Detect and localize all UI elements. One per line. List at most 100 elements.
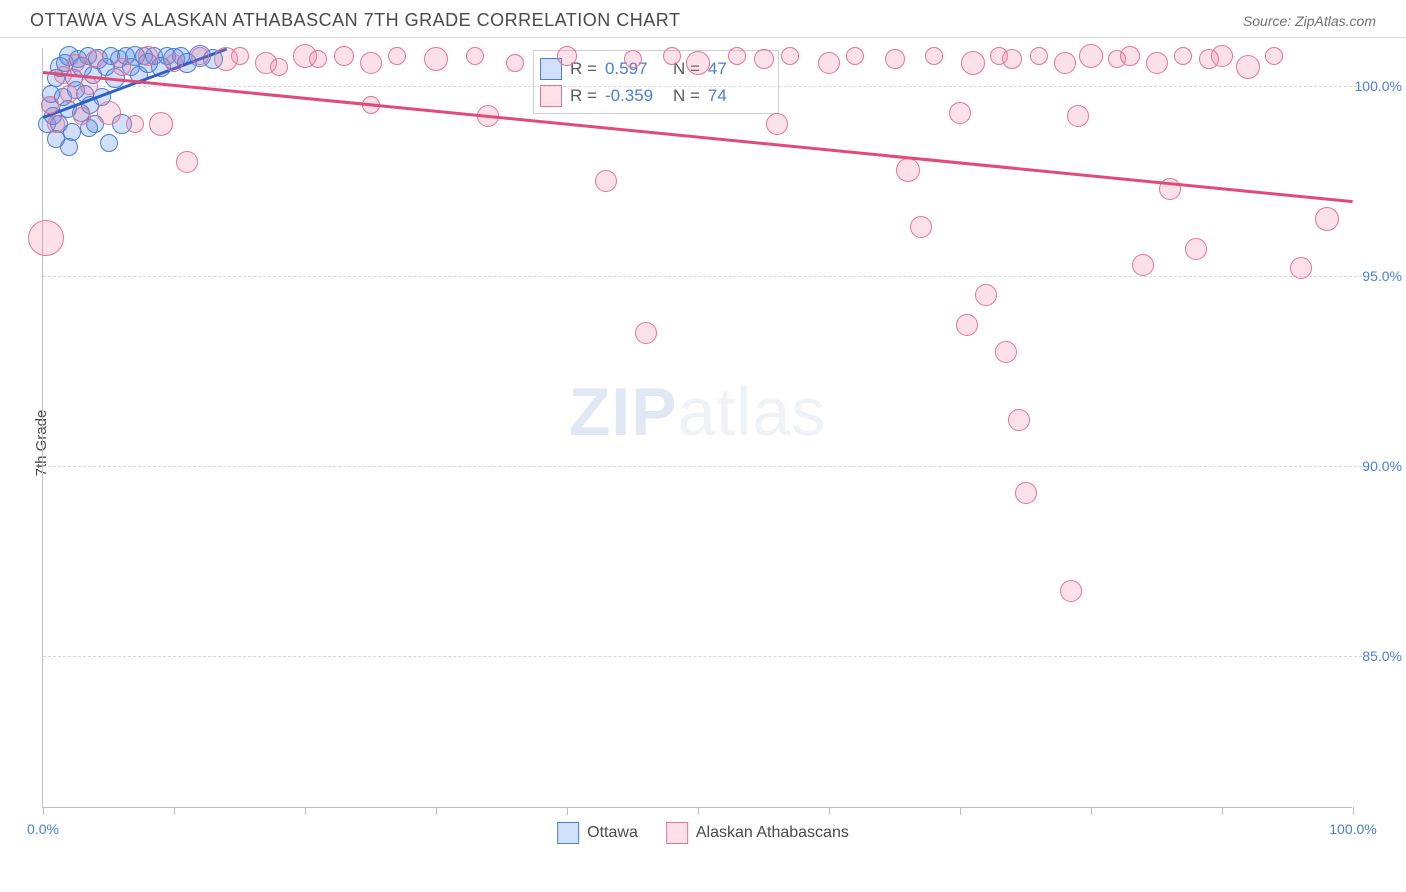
y-tick-label: 90.0% [1362,458,1402,474]
data-point [1015,482,1037,504]
data-point [47,115,65,133]
data-point [1146,52,1168,74]
data-point [388,47,406,65]
data-point [896,158,920,182]
legend-label-ottawa: Ottawa [587,824,638,842]
source-label: Source: ZipAtlas.com [1243,13,1376,29]
data-point [728,47,746,65]
data-point [1265,47,1283,65]
y-tick-label: 100.0% [1355,78,1402,94]
data-point [885,49,905,69]
data-point [910,216,932,238]
y-tick-label: 95.0% [1362,268,1402,284]
plot-region: ZIPatlas R = 0.597 N = 47 R = -0.359 N =… [42,48,1352,808]
data-point [149,112,173,136]
chart-area: 7th Grade ZIPatlas R = 0.597 N = 47 R = … [0,38,1406,848]
data-point [595,170,617,192]
x-tick [960,807,961,815]
chart-header: OTTAWA VS ALASKAN ATHABASCAN 7TH GRADE C… [0,0,1406,38]
gridline [43,86,1362,87]
data-point [1236,55,1260,79]
watermark: ZIPatlas [569,373,826,451]
gridline [43,466,1362,467]
data-point [1185,238,1207,260]
data-point [663,47,681,65]
x-tick [436,807,437,815]
x-tick [1091,807,1092,815]
data-point [360,52,382,74]
data-point [97,101,121,125]
data-point [466,47,484,65]
chart-title: OTTAWA VS ALASKAN ATHABASCAN 7TH GRADE C… [30,10,680,31]
data-point [766,113,788,135]
x-tick [174,807,175,815]
data-point [1030,47,1048,65]
data-point [686,51,710,75]
data-point [60,85,78,103]
legend-item-athabascan: Alaskan Athabascans [666,822,849,844]
data-point [557,46,577,66]
data-point [925,47,943,65]
data-point [138,46,158,66]
data-point [1174,47,1192,65]
data-point [961,51,985,75]
data-point [67,54,85,72]
x-tick [43,807,44,815]
data-point [1120,46,1140,66]
data-point [818,52,840,74]
data-point [635,322,657,344]
x-tick [305,807,306,815]
data-point [781,47,799,65]
data-point [334,46,354,66]
data-point [1008,409,1030,431]
data-point [1132,254,1154,276]
legend-item-ottawa: Ottawa [557,822,638,844]
data-point [73,107,91,125]
data-point [1002,49,1022,69]
x-tick [1353,807,1354,815]
data-point [80,77,98,95]
x-tick-label: 0.0% [27,821,59,837]
data-point [1079,44,1103,68]
data-point [995,341,1017,363]
data-point [100,134,118,152]
data-point [1060,580,1082,602]
x-tick [567,807,568,815]
data-point [949,102,971,124]
data-point [1067,105,1089,127]
x-tick [1222,807,1223,815]
data-point [1211,45,1233,67]
data-point [126,115,144,133]
data-point [176,151,198,173]
gridline [43,656,1362,657]
legend-swatch-ottawa [557,822,579,844]
swatch-athabascan [540,85,562,107]
data-point [506,54,524,72]
data-point [231,47,249,65]
legend-swatch-athabascan [666,822,688,844]
data-point [165,54,183,72]
data-point [28,220,64,256]
data-point [1054,52,1076,74]
y-tick-label: 85.0% [1362,648,1402,664]
gridline [43,276,1362,277]
data-point [270,58,288,76]
data-point [624,50,642,68]
data-point [1315,207,1339,231]
data-point [309,50,327,68]
data-point [191,47,209,65]
x-tick [698,807,699,815]
legend-label-athabascan: Alaskan Athabascans [696,824,849,842]
x-tick-label: 100.0% [1329,821,1376,837]
bottom-legend: Ottawa Alaskan Athabascans [557,822,849,844]
data-point [975,284,997,306]
data-point [86,50,104,68]
x-tick [829,807,830,815]
data-point [754,49,774,69]
data-point [424,47,448,71]
data-point [1290,257,1312,279]
data-point [41,96,59,114]
data-point [846,47,864,65]
data-point [113,58,131,76]
data-point [956,314,978,336]
